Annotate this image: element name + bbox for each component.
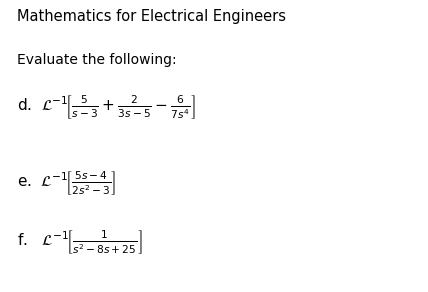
Text: f.   $\mathcal{L}^{-1}\!\left[\frac{1}{s^2-8s+25}\right]$: f. $\mathcal{L}^{-1}\!\left[\frac{1}{s^2… bbox=[17, 228, 143, 256]
Text: e.  $\mathcal{L}^{-1}\!\left[\frac{5s-4}{2s^2-3}\right]$: e. $\mathcal{L}^{-1}\!\left[\frac{5s-4}{… bbox=[17, 169, 116, 197]
Text: Evaluate the following:: Evaluate the following: bbox=[17, 53, 177, 67]
Text: Mathematics for Electrical Engineers: Mathematics for Electrical Engineers bbox=[17, 9, 286, 24]
Text: d.  $\mathcal{L}^{-1}\!\left[\frac{5}{s-3}+\frac{2}{3s-5}-\frac{6}{7s^4}\right]$: d. $\mathcal{L}^{-1}\!\left[\frac{5}{s-3… bbox=[17, 93, 196, 121]
